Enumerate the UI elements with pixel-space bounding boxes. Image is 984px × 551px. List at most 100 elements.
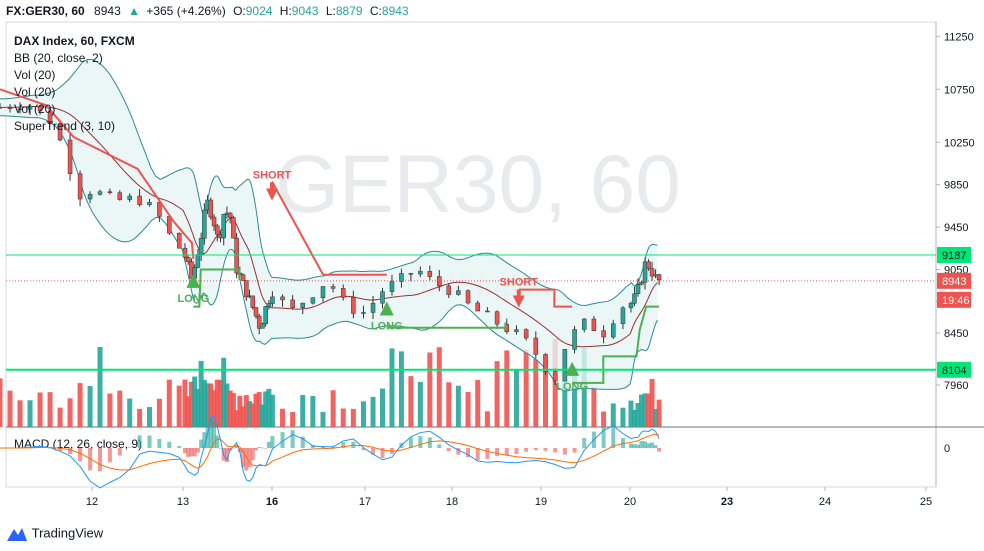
candle [656,273,662,286]
macd-histogram-bar [632,444,637,448]
supertrend-line [0,88,195,259]
volume-bar [656,399,662,427]
price-badge-text: 19:46 [942,295,970,307]
price-chart[interactable]: GER30, 60DAX Index SHORTSHORTLONGLONGLON… [0,0,984,520]
candle [77,170,83,207]
tradingview-footer[interactable]: TradingView [6,523,103,543]
macd-histogram-bar [182,448,187,454]
volume-bar [370,396,376,427]
volume-bar [408,376,414,427]
volume-bar [379,388,385,427]
up-arrow-icon [186,273,201,288]
macd-histogram-bar [601,427,606,448]
legend-vol-1[interactable]: Vol (20) [14,68,56,82]
candle [117,190,123,201]
volume-bar [198,360,204,427]
volume-bar [185,396,191,427]
candle [57,120,63,142]
candle-body [418,271,423,275]
volume-bar [646,393,652,427]
volume-bar [214,379,220,427]
volume-bar [77,383,83,427]
macd-histogram-bar [224,448,229,462]
long-label: LONG [556,381,588,393]
candle [320,286,326,303]
volume-bar [127,398,133,427]
macd-histogram-bar [137,435,142,448]
supertrend-line [271,181,387,276]
volume-bar [205,383,211,427]
macd-histogram-bar [562,448,567,455]
candle-body [427,271,433,277]
macd-histogram-bar [202,432,207,448]
candle-body [195,254,201,268]
candle-body [127,195,132,200]
volume-bar [591,387,597,427]
legend-vol-3[interactable]: Vol (20) [14,102,56,116]
volume-bar [653,408,659,427]
candle-body [330,286,336,289]
x-tick-label: 17 [359,496,371,508]
volume-bar [7,390,13,427]
candle [370,295,376,320]
symbol-info-bar: FX:GER30, 60 8943 ▲ +365 (+4.26%) O:9024… [0,0,984,22]
candle-body [202,209,207,239]
candle-body [310,297,316,304]
candle-body [639,282,644,285]
legend-main-series[interactable]: DAX Index, 60, FXCM [14,34,135,48]
candle [0,103,3,109]
macd-histogram-bar [504,448,509,456]
bb-upper-band [0,58,658,306]
candle [270,291,275,307]
macd-histogram-bar [247,448,252,468]
countdown-badge: 19:46 [937,291,971,308]
x-tick-label: 19 [535,496,547,508]
volume-bar [504,350,510,427]
volume-bar [234,410,240,427]
macd-histogram-bar [475,448,480,461]
x-tick-label: 24 [819,496,831,508]
legend-vol-2[interactable]: Vol (20) [14,85,56,99]
supertrend-line [386,322,507,329]
candle-body [87,194,93,200]
candle [649,261,655,281]
macd-histogram-bar [643,441,648,448]
macd-histogram-bar [263,448,268,449]
candle [227,212,233,224]
candle [253,307,259,319]
y-tick-label: 9850 [944,180,968,192]
y-tick-label: 8450 [944,328,968,340]
candle-body [234,237,239,274]
candle-body [263,306,268,325]
candle-body [250,295,256,308]
volume-bar [427,352,433,427]
x-tick-label: 20 [624,496,636,508]
volume-bar [269,394,275,427]
volume-bar [243,395,249,427]
volume-bar [280,408,286,427]
candle-body [227,212,233,218]
volume-bar [176,385,182,427]
legend-bb[interactable]: BB (20, close, 2) [14,51,103,65]
macd-histogram-bar [533,448,538,451]
volume-bar [188,381,194,427]
symbol-name[interactable]: FX:GER30, 60 [6,4,85,18]
candle [572,326,577,354]
candle [475,300,480,312]
candle [310,297,316,305]
candle [533,331,539,359]
macd-histogram-bar [650,442,655,448]
macd-histogram-bar [218,448,223,449]
candle-body [157,202,162,217]
tradingview-brand: TradingView [31,525,104,541]
y-tick-label: 10250 [944,137,975,149]
volume-bar [147,407,152,427]
candle [380,287,385,309]
macd-histogram-bar [628,443,633,448]
macd-histogram-bar [514,448,519,454]
bb-lower-band [0,115,658,392]
candle-body [543,354,548,372]
legend-supertrend[interactable]: SuperTrend (3, 10) [14,119,115,133]
macd-histogram-bar [157,439,162,448]
down-arrow-icon [266,188,278,201]
